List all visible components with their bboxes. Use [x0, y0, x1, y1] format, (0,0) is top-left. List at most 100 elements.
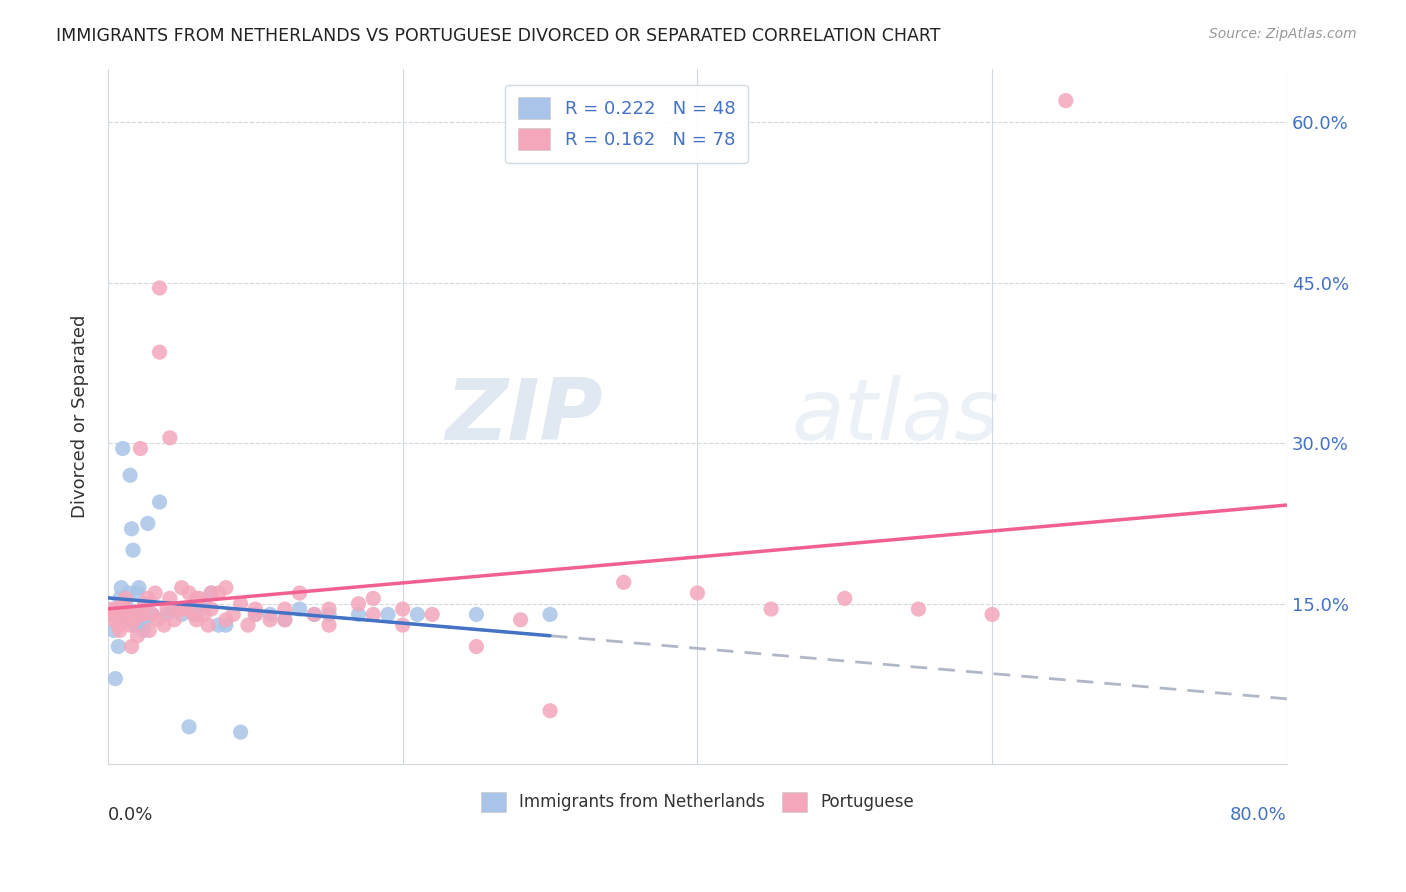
Point — [112, 607, 135, 622]
Point — [159, 591, 181, 606]
Point — [132, 624, 155, 638]
Point — [122, 543, 145, 558]
Point — [304, 607, 326, 622]
Point — [981, 607, 1004, 622]
Point — [163, 613, 186, 627]
Point — [170, 607, 193, 622]
Point — [128, 581, 150, 595]
Text: 80.0%: 80.0% — [1230, 806, 1286, 824]
Point — [107, 640, 129, 654]
Point — [318, 602, 340, 616]
Point — [245, 607, 267, 622]
Point — [129, 607, 152, 622]
Point — [222, 607, 245, 622]
Point — [207, 618, 229, 632]
Point — [538, 607, 561, 622]
Point — [108, 624, 131, 638]
Point — [117, 607, 139, 622]
Point — [148, 281, 170, 295]
Point — [100, 607, 122, 622]
Point — [121, 522, 143, 536]
Point — [177, 586, 200, 600]
Point — [124, 613, 146, 627]
Point — [163, 602, 186, 616]
Legend: Immigrants from Netherlands, Portuguese: Immigrants from Netherlands, Portuguese — [474, 785, 921, 819]
Point — [186, 591, 208, 606]
Point — [141, 607, 163, 622]
Point — [122, 607, 145, 622]
Point — [134, 597, 156, 611]
Point — [120, 618, 142, 632]
Point — [131, 618, 153, 632]
Point — [115, 613, 138, 627]
Point — [229, 725, 252, 739]
Text: IMMIGRANTS FROM NETHERLANDS VS PORTUGUESE DIVORCED OR SEPARATED CORRELATION CHAR: IMMIGRANTS FROM NETHERLANDS VS PORTUGUES… — [56, 27, 941, 45]
Point — [391, 602, 413, 616]
Point — [245, 607, 267, 622]
Point — [148, 345, 170, 359]
Point — [146, 613, 169, 627]
Point — [167, 602, 190, 616]
Point — [103, 624, 125, 638]
Point — [100, 607, 122, 622]
Point — [259, 613, 281, 627]
Point — [259, 607, 281, 622]
Point — [134, 597, 156, 611]
Point — [111, 597, 134, 611]
Point — [117, 586, 139, 600]
Point — [288, 602, 311, 616]
Point — [120, 468, 142, 483]
Point — [318, 618, 340, 632]
Point — [318, 607, 340, 622]
Point — [215, 613, 238, 627]
Point — [105, 602, 128, 616]
Point — [377, 607, 399, 622]
Point — [197, 618, 219, 632]
Text: ZIP: ZIP — [446, 375, 603, 458]
Point — [127, 629, 149, 643]
Point — [759, 602, 782, 616]
Point — [173, 602, 195, 616]
Point — [304, 607, 326, 622]
Point — [186, 613, 208, 627]
Point — [111, 442, 134, 456]
Point — [114, 591, 136, 606]
Point — [834, 591, 856, 606]
Point — [420, 607, 443, 622]
Point — [156, 602, 179, 616]
Point — [170, 581, 193, 595]
Text: atlas: atlas — [792, 375, 1000, 458]
Point — [148, 495, 170, 509]
Point — [103, 613, 125, 627]
Point — [136, 516, 159, 531]
Point — [274, 613, 297, 627]
Point — [245, 602, 267, 616]
Point — [215, 581, 238, 595]
Point — [907, 602, 929, 616]
Point — [177, 720, 200, 734]
Point — [110, 581, 132, 595]
Point — [406, 607, 429, 622]
Point — [207, 586, 229, 600]
Point — [347, 607, 370, 622]
Point — [288, 586, 311, 600]
Point — [129, 442, 152, 456]
Point — [170, 602, 193, 616]
Text: 0.0%: 0.0% — [108, 806, 153, 824]
Point — [105, 607, 128, 622]
Point — [200, 602, 222, 616]
Point — [138, 624, 160, 638]
Point — [153, 618, 176, 632]
Point — [229, 597, 252, 611]
Point — [124, 618, 146, 632]
Point — [361, 607, 384, 622]
Point — [156, 607, 179, 622]
Point — [686, 586, 709, 600]
Point — [101, 602, 124, 616]
Point — [465, 640, 488, 654]
Point — [110, 602, 132, 616]
Point — [120, 613, 142, 627]
Point — [136, 591, 159, 606]
Point — [613, 575, 636, 590]
Point — [131, 607, 153, 622]
